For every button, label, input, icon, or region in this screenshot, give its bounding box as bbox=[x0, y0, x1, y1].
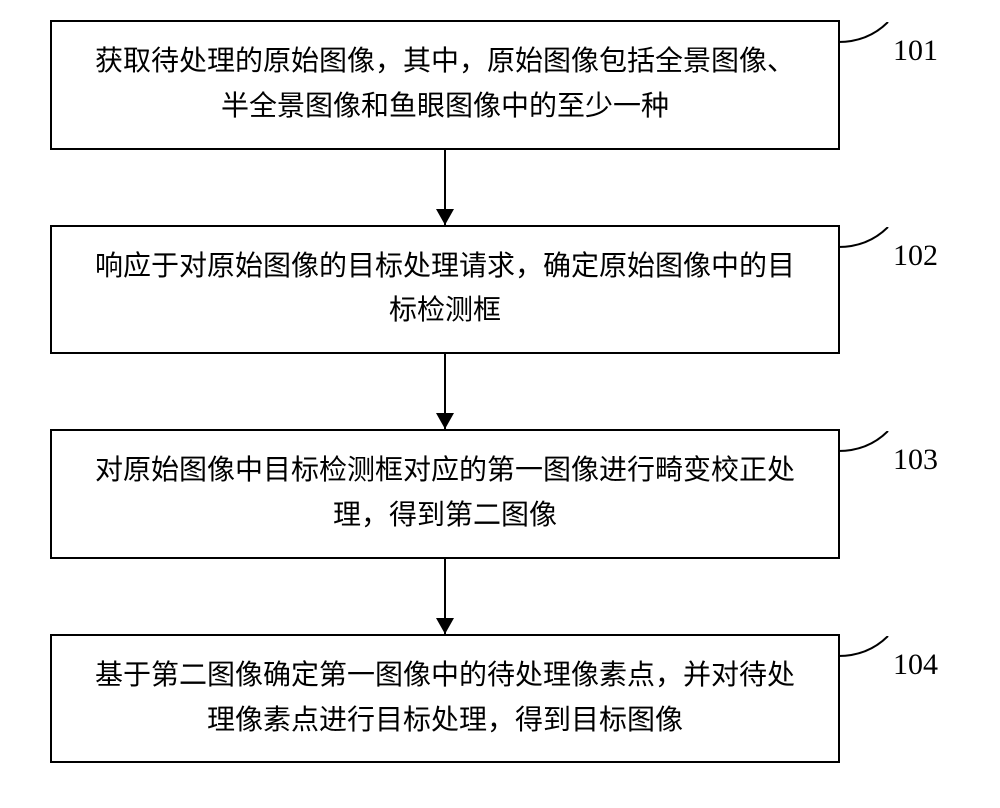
connector-curve-2 bbox=[838, 227, 900, 257]
step-3-container: 对原始图像中目标检测框对应的第一图像进行畸变校正处理，得到第二图像 103 bbox=[50, 429, 950, 559]
step-2-label: 102 bbox=[893, 232, 938, 280]
connector-curve-4 bbox=[838, 636, 900, 666]
connector-curve-3 bbox=[838, 431, 900, 461]
step-3-label: 103 bbox=[893, 436, 938, 484]
step-4-label: 104 bbox=[893, 641, 938, 689]
arrow-3-container bbox=[50, 559, 840, 634]
step-1-label: 101 bbox=[893, 27, 938, 75]
step-4-container: 基于第二图像确定第一图像中的待处理像素点，并对待处理像素点进行目标处理，得到目标… bbox=[50, 634, 950, 764]
arrow-3 bbox=[444, 559, 446, 634]
step-2-container: 响应于对原始图像的目标处理请求，确定原始图像中的目标检测框 102 bbox=[50, 225, 950, 355]
step-2-text: 响应于对原始图像的目标处理请求，确定原始图像中的目标检测框 bbox=[95, 251, 795, 327]
step-1-container: 获取待处理的原始图像，其中，原始图像包括全景图像、半全景图像和鱼眼图像中的至少一… bbox=[50, 20, 950, 150]
step-2-box: 响应于对原始图像的目标处理请求，确定原始图像中的目标检测框 102 bbox=[50, 225, 840, 355]
step-4-box: 基于第二图像确定第一图像中的待处理像素点，并对待处理像素点进行目标处理，得到目标… bbox=[50, 634, 840, 764]
step-4-text: 基于第二图像确定第一图像中的待处理像素点，并对待处理像素点进行目标处理，得到目标… bbox=[95, 660, 795, 736]
arrow-2 bbox=[444, 354, 446, 429]
arrow-2-container bbox=[50, 354, 840, 429]
arrow-1-container bbox=[50, 150, 840, 225]
step-3-text: 对原始图像中目标检测框对应的第一图像进行畸变校正处理，得到第二图像 bbox=[95, 455, 795, 531]
arrow-1 bbox=[444, 150, 446, 225]
step-3-box: 对原始图像中目标检测框对应的第一图像进行畸变校正处理，得到第二图像 103 bbox=[50, 429, 840, 559]
step-1-box: 获取待处理的原始图像，其中，原始图像包括全景图像、半全景图像和鱼眼图像中的至少一… bbox=[50, 20, 840, 150]
flowchart-container: 获取待处理的原始图像，其中，原始图像包括全景图像、半全景图像和鱼眼图像中的至少一… bbox=[50, 20, 950, 763]
step-1-text: 获取待处理的原始图像，其中，原始图像包括全景图像、半全景图像和鱼眼图像中的至少一… bbox=[95, 46, 795, 122]
connector-curve-1 bbox=[838, 22, 900, 52]
